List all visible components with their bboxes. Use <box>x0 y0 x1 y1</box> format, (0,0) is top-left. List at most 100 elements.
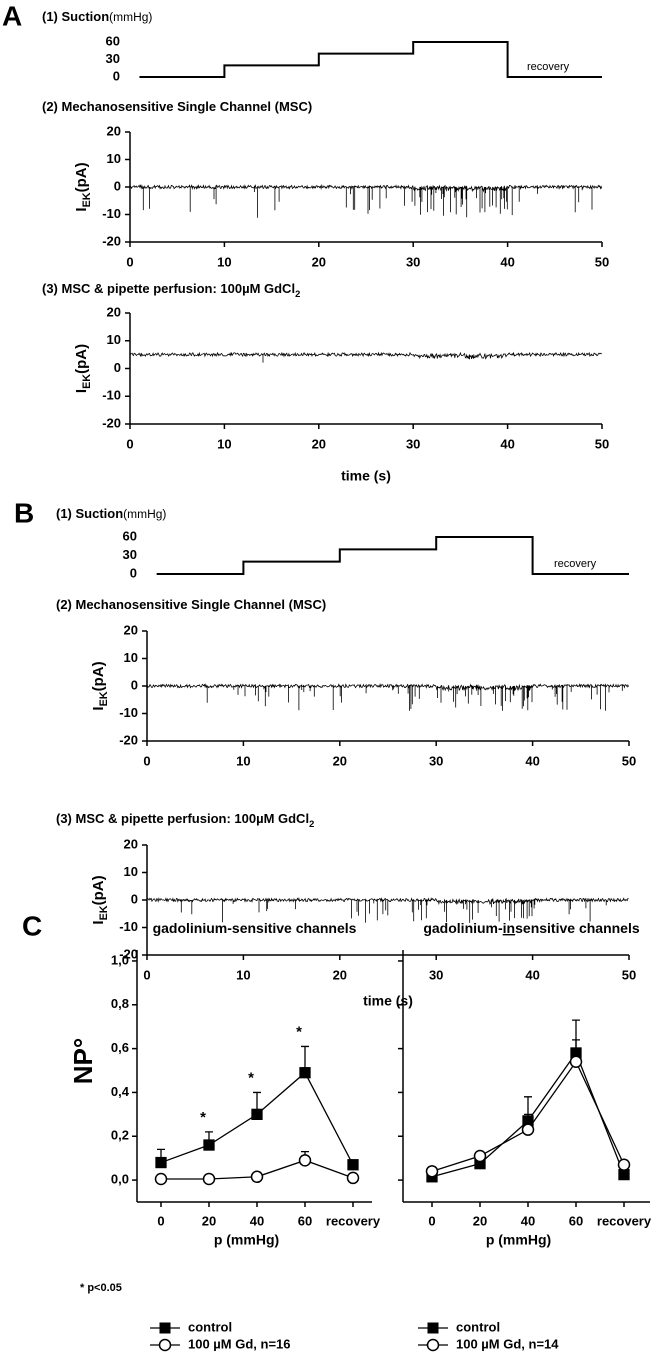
y-tick-label: 10 <box>107 151 121 166</box>
x-tick-label: 0 <box>157 1213 164 1228</box>
legend-label: 100 µM Gd, n=16 <box>188 1336 291 1351</box>
panel-title: (3) MSC & pipette perfusion: 100µM GdCl2 <box>42 281 300 299</box>
x-tick-label: 30 <box>429 753 443 768</box>
x-tick-label: 40 <box>525 967 539 982</box>
y-axis-label: IEK(pA) <box>90 875 110 924</box>
y-tick-label: -20 <box>102 233 121 248</box>
x-tick-label: 20 <box>473 1213 487 1228</box>
x-axis-label: time (s) <box>363 993 413 1009</box>
legend-marker <box>427 1322 439 1334</box>
y-tick-label: 20 <box>124 622 138 637</box>
panel-title-part: 2 <box>295 289 300 299</box>
y-axis-label-part: EK <box>98 691 110 706</box>
y-tick-label: 0 <box>131 891 138 906</box>
y-axis-label-part: EK <box>98 905 110 920</box>
x-tick-label: recovery <box>326 1213 381 1228</box>
data-point <box>298 1154 312 1167</box>
y-axis-label-part: I <box>73 389 90 393</box>
data-point <box>299 1067 311 1079</box>
x-tick-label: 50 <box>595 254 609 269</box>
panel-title-part: (mmHg) <box>123 507 166 521</box>
x-tick-label: recovery <box>597 1213 652 1228</box>
panel-title-part: (1) Suction <box>42 9 109 24</box>
y-axis-label-part: (pA) <box>73 344 90 374</box>
panel-title: (1) Suction(mmHg) <box>56 506 166 521</box>
y-tick-label: 10 <box>107 332 121 347</box>
y-tick-label: 0 <box>113 68 120 83</box>
y-tick-label: 0 <box>131 677 138 692</box>
x-tick-label: 10 <box>217 436 231 451</box>
legend-label: control <box>188 1319 232 1334</box>
y-tick-label: -20 <box>119 732 138 747</box>
data-point <box>569 1055 583 1069</box>
legend-marker <box>426 1338 440 1352</box>
y-axis-label-part: I <box>90 920 107 924</box>
data-point <box>618 1168 630 1181</box>
x-tick-label: 0 <box>126 254 133 269</box>
annotation: recovery <box>554 558 597 570</box>
y-tick-label: -20 <box>102 415 121 430</box>
panel-title-part: (3) MSC & pipette perfusion: 100µM GdCl <box>42 281 295 296</box>
suction-protocol <box>156 536 629 575</box>
data-point <box>250 1170 264 1184</box>
x-tick-label: 40 <box>250 1213 264 1228</box>
x-tick-label: 0 <box>143 967 150 982</box>
panel-label: A <box>2 0 22 31</box>
x-tick-label: 50 <box>622 967 636 982</box>
y-tick-label: 0 <box>114 178 121 193</box>
x-tick-label: 10 <box>236 753 250 768</box>
panel-title-part: (2) Mechanosensitive Single Channel (MSC… <box>56 597 326 612</box>
y-tick-label: -10 <box>119 919 138 934</box>
data-point <box>203 1139 215 1151</box>
data-point <box>346 1171 360 1185</box>
y-tick-label: 0,8 <box>111 996 129 1011</box>
legend-label: 100 µM Gd, n=14 <box>456 1336 559 1351</box>
x-tick-label: 20 <box>312 436 326 451</box>
data-point <box>202 1172 216 1186</box>
x-tick-label: 30 <box>406 254 420 269</box>
y-tick-label: 0,2 <box>111 1128 129 1143</box>
current-trace <box>129 183 603 218</box>
x-tick-label: 10 <box>236 967 250 982</box>
y-tick-label: 10 <box>124 650 138 665</box>
chart-title-part: in <box>503 920 515 936</box>
panel-title: (1) Suction(mmHg) <box>42 9 152 24</box>
data-point <box>521 1123 535 1136</box>
y-axis-label: IEK(pA) <box>90 661 110 710</box>
chart-title: gadolinium-sensitive channels <box>153 920 357 936</box>
y-tick-label: -20 <box>119 946 138 961</box>
current-trace <box>146 897 629 923</box>
chart-title-part: gadolinium-sensitive channels <box>153 920 357 936</box>
y-tick-label: 30 <box>106 51 120 66</box>
chart-title-part: gadolinium- <box>423 920 503 936</box>
x-tick-label: 50 <box>595 436 609 451</box>
x-tick-label: 60 <box>298 1213 312 1228</box>
x-tick-label: 20 <box>202 1213 216 1228</box>
chart-title: gadolinium-insensitive channels <box>423 920 639 936</box>
y-tick-label: 0,6 <box>111 1040 129 1055</box>
x-tick-label: 20 <box>312 254 326 269</box>
x-axis-label: time (s) <box>341 468 391 484</box>
x-tick-label: 30 <box>406 436 420 451</box>
data-point <box>154 1172 168 1186</box>
y-tick-label: 0 <box>114 360 121 375</box>
x-tick-label: 30 <box>429 967 443 982</box>
y-axis-label-part: EK <box>81 192 93 207</box>
x-tick-label: 50 <box>622 753 636 768</box>
data-point <box>251 1108 263 1120</box>
panel-title-part: (2) Mechanosensitive Single Channel (MSC… <box>42 99 312 114</box>
x-tick-label: 40 <box>500 436 514 451</box>
y-tick-label: 10 <box>124 864 138 879</box>
y-tick-label: 60 <box>123 528 137 543</box>
panel-label: C <box>22 910 42 941</box>
panel-label: B <box>14 497 34 528</box>
panel-title-part: (mmHg) <box>109 10 152 24</box>
legend-label: control <box>456 1319 500 1334</box>
note: * p<0.05 <box>80 1282 122 1294</box>
panel-title: (3) MSC & pipette perfusion: 100µM GdCl2 <box>56 811 314 829</box>
y-tick-label: 60 <box>106 33 120 48</box>
panel-title-part: (1) Suction <box>56 506 123 521</box>
y-axis-label-part: EK <box>81 374 93 389</box>
